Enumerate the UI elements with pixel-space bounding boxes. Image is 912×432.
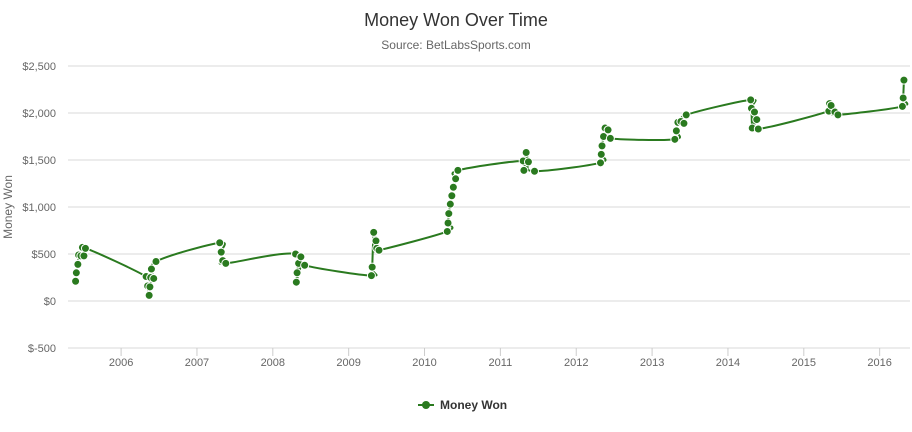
x-tick-label: 2015 [792, 357, 816, 369]
data-point [596, 158, 606, 168]
data-point [144, 290, 154, 300]
y-tick-label: $1,000 [22, 202, 56, 214]
data-point [833, 110, 843, 120]
y-tick-label: $0 [44, 296, 56, 308]
data-point [146, 264, 156, 274]
data-point [221, 258, 231, 268]
data-point [671, 126, 681, 136]
data-point [215, 238, 225, 248]
data-point [366, 271, 376, 281]
data-point [899, 75, 909, 85]
x-tick-label: 2008 [261, 357, 285, 369]
x-tick-label: 2009 [336, 357, 360, 369]
data-point [443, 218, 453, 228]
data-point [371, 236, 381, 246]
data-point [300, 260, 310, 270]
data-point [296, 252, 306, 262]
data-point [149, 273, 159, 283]
data-point [73, 259, 83, 269]
y-tick-label: $-500 [28, 343, 56, 355]
data-point [374, 245, 384, 255]
x-tick-label: 2012 [564, 357, 588, 369]
x-tick-label: 2007 [185, 357, 209, 369]
y-tick-label: $2,000 [22, 108, 56, 120]
x-tick-label: 2010 [412, 357, 436, 369]
x-tick-label: 2016 [867, 357, 891, 369]
x-tick-label: 2006 [109, 357, 133, 369]
x-tick-label: 2014 [716, 357, 740, 369]
x-tick-label: 2013 [640, 357, 664, 369]
data-point [670, 134, 680, 144]
data-point [448, 182, 458, 192]
data-point [453, 165, 463, 175]
data-point [442, 226, 452, 236]
data-point [826, 100, 836, 110]
data-point [679, 118, 689, 128]
data-point [367, 262, 377, 272]
data-point [79, 251, 89, 261]
y-axis-label: Money Won [1, 175, 15, 239]
data-point [71, 276, 81, 286]
data-point [752, 115, 762, 125]
y-tick-label: $1,500 [22, 155, 56, 167]
data-point [523, 157, 533, 167]
data-point [291, 277, 301, 287]
chart-title: Money Won Over Time [364, 10, 548, 30]
data-point [447, 191, 457, 201]
y-tick-label: $2,500 [22, 61, 56, 73]
data-point [292, 268, 302, 278]
data-point [451, 174, 461, 184]
data-point [897, 101, 907, 111]
data-point [596, 149, 606, 159]
data-point [145, 282, 155, 292]
data-point [151, 257, 161, 267]
data-point [605, 133, 615, 143]
data-point [681, 110, 691, 120]
data-point [445, 199, 455, 209]
y-tick-label: $500 [32, 249, 56, 261]
x-tick-label: 2011 [489, 357, 513, 369]
data-point [216, 247, 226, 257]
data-point [749, 107, 759, 117]
data-point [521, 147, 531, 157]
chart-subtitle: Source: BetLabsSports.com [381, 38, 531, 52]
data-point [898, 93, 908, 103]
data-point [369, 227, 379, 237]
data-point [753, 124, 763, 134]
data-point [80, 243, 90, 253]
data-point [519, 165, 529, 175]
data-point [71, 268, 81, 278]
data-point [597, 141, 607, 151]
data-point [603, 125, 613, 135]
data-point [530, 166, 540, 176]
data-point [444, 209, 454, 219]
series-line [74, 80, 909, 297]
data-point [746, 95, 756, 105]
legend-label: Money Won [440, 398, 507, 412]
legend-marker [422, 401, 430, 409]
